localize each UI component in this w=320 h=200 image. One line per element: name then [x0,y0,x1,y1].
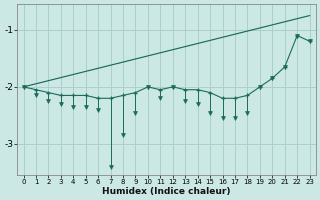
X-axis label: Humidex (Indice chaleur): Humidex (Indice chaleur) [102,187,231,196]
